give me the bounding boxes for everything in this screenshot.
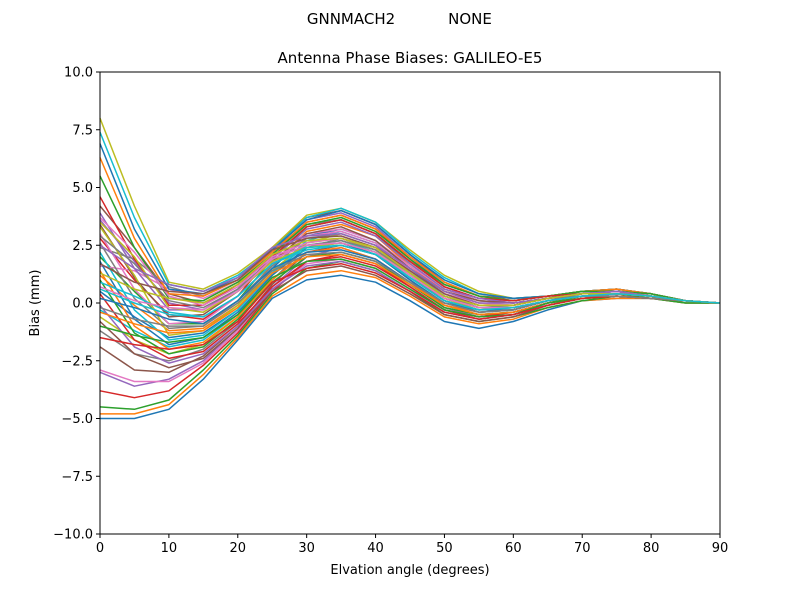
series-group: [99, 117, 721, 420]
x-tick-label: 0: [96, 541, 104, 556]
y-tick-label: −7.5: [61, 470, 93, 485]
y-tick-label: 2.5: [72, 239, 93, 254]
figure-suptitle-station: GNNMACH2: [307, 10, 395, 28]
x-tick-label: 60: [505, 541, 522, 556]
series-line-22: [99, 157, 721, 304]
series-line-50: [99, 244, 721, 318]
plot-frame: [99, 71, 721, 535]
series-line-45: [99, 232, 721, 304]
x-tick-label: 90: [712, 541, 729, 556]
y-axis: 10.0 7.5 5.0 2.5 0.0 −2.5 −5.0 −7.5 −10.0: [53, 66, 100, 543]
figure-suptitle-radome: NONE: [448, 10, 492, 28]
x-tick-label: 40: [367, 541, 384, 556]
y-tick-label: −2.5: [61, 354, 93, 369]
x-axis-label: Elvation angle (degrees): [330, 563, 489, 578]
series-line-29: [99, 226, 721, 337]
y-tick-label: 10.0: [64, 66, 93, 81]
y-tick-label: −5.0: [61, 412, 93, 427]
y-tick-label: 7.5: [72, 123, 93, 138]
series-line-48: [99, 251, 721, 327]
x-tick-label: 70: [574, 541, 591, 556]
y-tick-label: 5.0: [72, 181, 93, 196]
series-line-3: [99, 260, 720, 411]
x-tick-label: 50: [436, 541, 453, 556]
y-tick-label: 0.0: [72, 297, 93, 312]
series-line-2: [100, 269, 720, 415]
x-tick-label: 30: [298, 541, 315, 556]
series-line-11: [99, 228, 721, 339]
x-tick-label: 20: [230, 541, 247, 556]
chart-title: Antenna Phase Biases: GALILEO-E5: [278, 49, 543, 67]
y-axis-label: Bias (mm): [28, 270, 43, 337]
series-line-14: [99, 214, 721, 320]
x-tick-label: 10: [161, 541, 178, 556]
x-tick-label: 80: [643, 541, 660, 556]
x-axis: 0 10 20 30 40 50 60 70 80 90: [96, 534, 728, 556]
y-tick-label: −10.0: [53, 528, 93, 543]
series-line-28: [99, 232, 721, 330]
